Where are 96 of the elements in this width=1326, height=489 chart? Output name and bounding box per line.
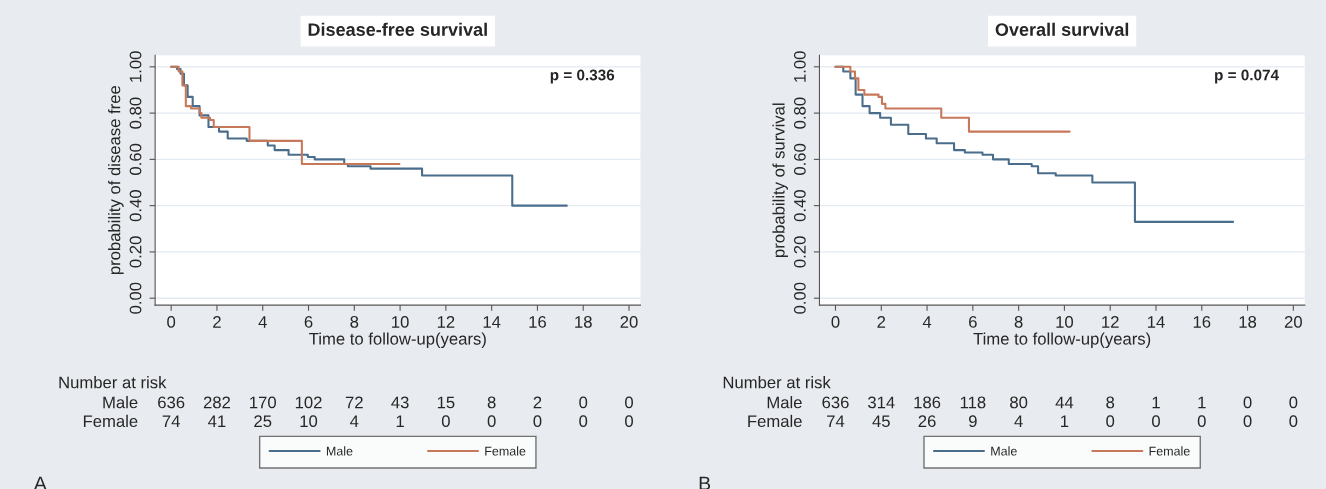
- x-tick-label: 6: [969, 315, 977, 328]
- text: 74: [827, 415, 845, 427]
- text: 9: [968, 415, 977, 428]
- text: 0: [625, 396, 633, 409]
- text: 0: [1289, 396, 1298, 409]
- text: 0: [487, 415, 496, 428]
- y-tick-label: 0.80: [793, 97, 806, 129]
- y-axis-title: probability of survival: [772, 103, 788, 257]
- x-tick-label: 10: [1056, 315, 1074, 328]
- text: Female: [83, 414, 138, 428]
- y-tick-label: 0.20: [793, 236, 806, 268]
- text: Male: [767, 396, 802, 409]
- x-tick-label: 18: [575, 315, 592, 328]
- y-tick-label: 1.00: [793, 51, 806, 82]
- legend-label: Male: [326, 446, 353, 456]
- x-tick-label: 2: [877, 315, 886, 328]
- x-tick-label: 20: [620, 315, 638, 328]
- x-tick-label: 4: [922, 316, 932, 328]
- text: 0: [1243, 396, 1252, 409]
- y-tick-label: 0.20: [129, 236, 142, 268]
- text: 41: [208, 415, 226, 427]
- x-tick-label: 0: [831, 315, 840, 328]
- y-tick-label: 0.40: [793, 190, 806, 222]
- text: 43: [391, 396, 409, 409]
- text: 15: [437, 396, 455, 409]
- text: 1: [1152, 396, 1160, 409]
- text: 72: [345, 396, 363, 409]
- y-tick-label: 1.00: [129, 51, 142, 82]
- x-tick-label: 14: [1147, 316, 1165, 328]
- text: 314: [868, 396, 895, 409]
- text: 74: [162, 415, 180, 427]
- text: 0: [1106, 415, 1115, 428]
- text: 10: [300, 415, 318, 428]
- y-tick-label: 0.80: [129, 97, 142, 129]
- x-tick-label: 16: [529, 315, 546, 328]
- text: 0: [579, 415, 588, 428]
- text: 1: [1061, 415, 1069, 427]
- text: 2: [533, 396, 542, 409]
- x-tick-label: 10: [392, 315, 409, 328]
- x-tick-label: 0: [167, 315, 176, 328]
- x-tick-label: 2: [213, 315, 221, 328]
- text: 636: [158, 396, 185, 409]
- text: 8: [1106, 396, 1115, 409]
- x-tick-label: 12: [1102, 315, 1119, 328]
- y-axis-title: probability of disease free: [108, 85, 124, 275]
- text: 1: [396, 415, 404, 427]
- y-tick-label: 0.40: [129, 190, 142, 222]
- y-tick-label: 0.00: [793, 282, 806, 314]
- legend-label: Female: [1149, 446, 1190, 456]
- text: 282: [203, 396, 231, 409]
- x-tick-label: 20: [1284, 315, 1302, 328]
- y-tick-label: 0.60: [793, 143, 806, 175]
- annotation: p = 0.074: [1215, 69, 1279, 84]
- y-tick-label: 0.60: [129, 143, 142, 175]
- text: 0: [1152, 415, 1160, 428]
- text: 0: [1243, 415, 1252, 428]
- x-tick-label: 6: [304, 315, 313, 328]
- text: Number at risk: [59, 376, 167, 389]
- legend-label: Female: [485, 446, 526, 456]
- x-tick-label: 12: [437, 315, 455, 328]
- x-tick-label: 14: [483, 316, 501, 328]
- legend-label: Male: [991, 446, 1017, 456]
- text: 0: [533, 415, 542, 428]
- text: Female: [748, 414, 802, 428]
- chart-title: Disease-free survival: [308, 22, 487, 36]
- x-axis-title: Time to follow-up(years): [973, 332, 1151, 349]
- text: Number at risk: [723, 376, 831, 389]
- text: 4: [1014, 415, 1023, 427]
- text: 0: [1197, 415, 1206, 428]
- text: 118: [960, 396, 986, 409]
- y-tick-label: 0.00: [129, 282, 142, 314]
- x-tick-label: 16: [1193, 315, 1211, 328]
- text: Male: [103, 396, 138, 409]
- text: 0: [625, 415, 633, 428]
- text: 1: [1198, 396, 1206, 409]
- text: 25: [254, 415, 272, 428]
- x-tick-label: 8: [1014, 315, 1023, 328]
- annotation: p = 0.336: [550, 69, 615, 84]
- text: 8: [487, 396, 496, 409]
- chart-title: Overall survival: [995, 22, 1129, 36]
- text: 80: [1010, 396, 1028, 409]
- text: 0: [1289, 415, 1298, 428]
- text: 102: [295, 396, 322, 409]
- text: 4: [350, 415, 359, 427]
- text: 45: [872, 415, 890, 428]
- x-tick-label: 8: [350, 315, 359, 328]
- x-tick-label: 4: [258, 316, 267, 328]
- text: 170: [250, 396, 276, 409]
- text: 0: [441, 415, 450, 428]
- text: 636: [822, 396, 849, 409]
- x-axis-title: Time to follow-up(years): [309, 332, 486, 349]
- text: 26: [918, 415, 936, 428]
- text: 0: [579, 396, 588, 409]
- x-tick-label: 18: [1239, 315, 1257, 328]
- text: 186: [914, 396, 941, 409]
- text: 44: [1055, 396, 1074, 409]
